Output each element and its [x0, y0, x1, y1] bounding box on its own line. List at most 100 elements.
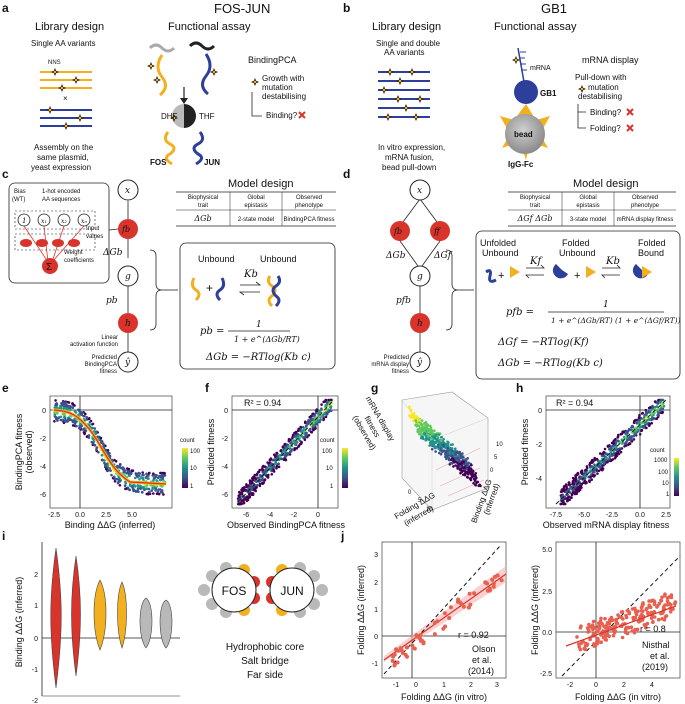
f-legend-title: count	[320, 438, 335, 444]
data-point	[579, 624, 583, 628]
hexbin	[260, 478, 264, 482]
scatter-point	[441, 446, 444, 449]
jl-ytick-4: 0	[374, 634, 378, 641]
hexbin	[122, 468, 125, 471]
jl-ref2: et al.	[472, 655, 492, 665]
d-th-epistasis: Global	[579, 195, 596, 201]
hexbin	[314, 411, 318, 415]
hexbin	[248, 495, 251, 499]
scatter-point	[458, 450, 462, 454]
hexbin	[251, 476, 255, 479]
scatter-point	[427, 434, 430, 438]
hexbin	[584, 474, 587, 478]
scatter-point	[465, 458, 468, 462]
hexbin	[55, 403, 59, 407]
hexbin	[632, 434, 635, 438]
i-ytick-1: 2	[34, 572, 38, 579]
scatter-point	[437, 447, 441, 451]
scatter-point	[431, 435, 435, 438]
hexbin	[629, 438, 632, 442]
hexbin	[601, 468, 604, 472]
hexbin	[641, 411, 644, 415]
scatter-point	[446, 454, 450, 457]
data-point	[590, 623, 595, 627]
scatter-point	[422, 426, 426, 429]
jl-xlabel: Folding ΔΔG (in vitro)	[401, 692, 487, 702]
assembly-line2: same plasmid,	[37, 153, 89, 162]
e-legend-100: 100	[190, 449, 201, 455]
data-point	[604, 626, 609, 630]
d-th-trait: Biophysical	[520, 195, 550, 201]
hexbin	[609, 450, 612, 454]
jl-xtick-3: 1	[442, 682, 446, 689]
hexbin	[329, 405, 333, 409]
scatter-point	[434, 433, 438, 437]
hexbin	[599, 465, 602, 469]
data-point	[466, 605, 471, 610]
data-point	[455, 599, 460, 604]
h-diagonal	[555, 399, 667, 505]
jl-xtick-5: 3	[495, 682, 499, 689]
hexbin	[316, 419, 320, 422]
data-point	[620, 635, 625, 640]
hexbin	[100, 458, 104, 462]
hexbin	[73, 422, 77, 425]
scatter-point	[433, 429, 436, 433]
h-ytick-2: -2	[536, 442, 542, 449]
scatter-point	[442, 443, 446, 447]
hexbin	[73, 404, 76, 407]
d-dgf-label: ΔGf	[433, 251, 453, 261]
hexbin	[625, 444, 628, 447]
hexbin	[147, 477, 150, 480]
f-ytick-3: -4	[222, 464, 228, 471]
node-g: g	[125, 272, 131, 282]
i-ytick-5: -2	[32, 698, 38, 704]
hexbin	[256, 483, 259, 487]
td-epistasis: 2-state model	[238, 217, 274, 223]
hexbin	[139, 487, 142, 491]
dhf-label: DHF	[161, 112, 178, 121]
scatter-point	[450, 447, 454, 450]
hexbin	[329, 398, 333, 402]
d-pfb-label: pfb	[396, 296, 411, 306]
scatter-point	[428, 441, 432, 444]
hexbin	[308, 415, 312, 419]
hexbin	[656, 414, 659, 417]
hexbin	[565, 497, 569, 500]
data-point	[619, 615, 624, 620]
hexbin	[322, 418, 325, 422]
variants-line2: AA variants	[384, 48, 424, 57]
hexbin	[246, 498, 250, 502]
hexbin	[157, 488, 160, 491]
h-xtick-5: 2.5	[661, 512, 671, 519]
hexbin	[85, 418, 89, 421]
d-node-ff: ff	[433, 227, 441, 236]
data-point	[495, 573, 500, 578]
hexbin	[253, 479, 257, 483]
hexbin	[263, 478, 267, 481]
growth-line1: Growth with	[262, 74, 304, 83]
scatter-point	[430, 437, 433, 440]
scatter-point	[469, 476, 473, 480]
hexbin	[288, 439, 291, 442]
svg-text:1: 1	[22, 217, 26, 225]
data-point	[673, 602, 677, 606]
f-r2: R² = 0.94	[244, 398, 281, 408]
panel-j-label: j	[340, 529, 344, 543]
data-point	[491, 584, 496, 589]
hexbin	[123, 471, 126, 474]
hexbin	[661, 410, 664, 414]
hexbin	[71, 420, 75, 424]
panel-g: g mRNA display fitness (observed) Foldin…	[351, 381, 504, 528]
hexbin	[56, 419, 59, 422]
hexbin	[161, 477, 164, 480]
state2-line2: Unbound	[559, 248, 596, 258]
violin	[117, 581, 127, 649]
panel-c: c Model design Biophysical trait Global …	[2, 167, 336, 375]
hexbin	[275, 465, 279, 468]
hexbin	[99, 436, 103, 440]
jl-ytick-2: 2	[374, 580, 378, 587]
d-pred-line3: fitness	[392, 369, 409, 375]
scatter-point	[475, 481, 478, 485]
hexbin	[645, 426, 648, 430]
